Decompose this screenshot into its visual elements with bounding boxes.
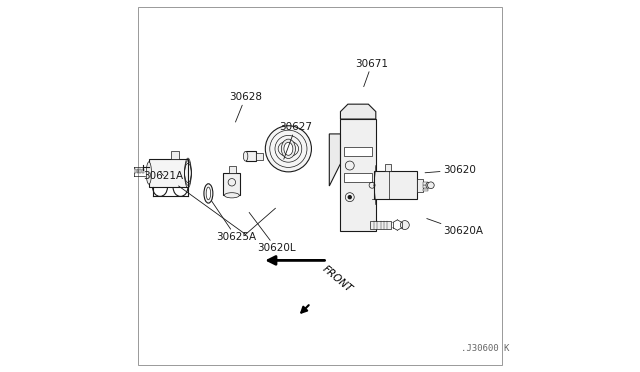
- Ellipse shape: [225, 193, 239, 198]
- Polygon shape: [330, 134, 340, 186]
- Ellipse shape: [426, 182, 429, 188]
- Bar: [424, 189, 428, 191]
- Text: FRONT: FRONT: [320, 263, 354, 294]
- Circle shape: [428, 182, 434, 189]
- Text: 30620A: 30620A: [427, 219, 483, 236]
- Ellipse shape: [284, 142, 293, 155]
- Text: 30620L: 30620L: [249, 212, 296, 253]
- Bar: [256, 153, 262, 160]
- Bar: [417, 179, 424, 192]
- Bar: [385, 164, 390, 171]
- Bar: [142, 169, 143, 173]
- Bar: [370, 221, 390, 229]
- Bar: [229, 166, 236, 173]
- Ellipse shape: [243, 151, 248, 161]
- Text: 30621A: 30621A: [143, 170, 184, 180]
- Text: 30625A: 30625A: [212, 201, 256, 242]
- Bar: [424, 185, 428, 188]
- Text: 30671: 30671: [355, 59, 388, 87]
- Text: 30627: 30627: [279, 122, 312, 159]
- Bar: [340, 119, 376, 231]
- Bar: [127, 167, 134, 176]
- Text: 30628: 30628: [229, 92, 262, 122]
- Circle shape: [266, 126, 312, 172]
- Bar: [136, 169, 138, 173]
- Ellipse shape: [204, 184, 213, 203]
- Bar: [140, 169, 141, 173]
- Bar: [344, 173, 372, 182]
- Bar: [134, 169, 136, 173]
- Bar: [424, 182, 428, 185]
- Bar: [246, 151, 256, 161]
- Ellipse shape: [206, 187, 211, 200]
- Ellipse shape: [147, 162, 152, 184]
- Bar: [149, 159, 188, 187]
- Text: .J30600 K: .J30600 K: [461, 344, 509, 353]
- Ellipse shape: [282, 139, 296, 158]
- Circle shape: [348, 196, 351, 199]
- Polygon shape: [340, 104, 376, 119]
- Bar: [172, 151, 179, 159]
- Bar: [374, 171, 417, 199]
- Circle shape: [401, 221, 410, 230]
- Text: 30620: 30620: [425, 165, 476, 175]
- Bar: [223, 173, 240, 195]
- Bar: [344, 147, 372, 156]
